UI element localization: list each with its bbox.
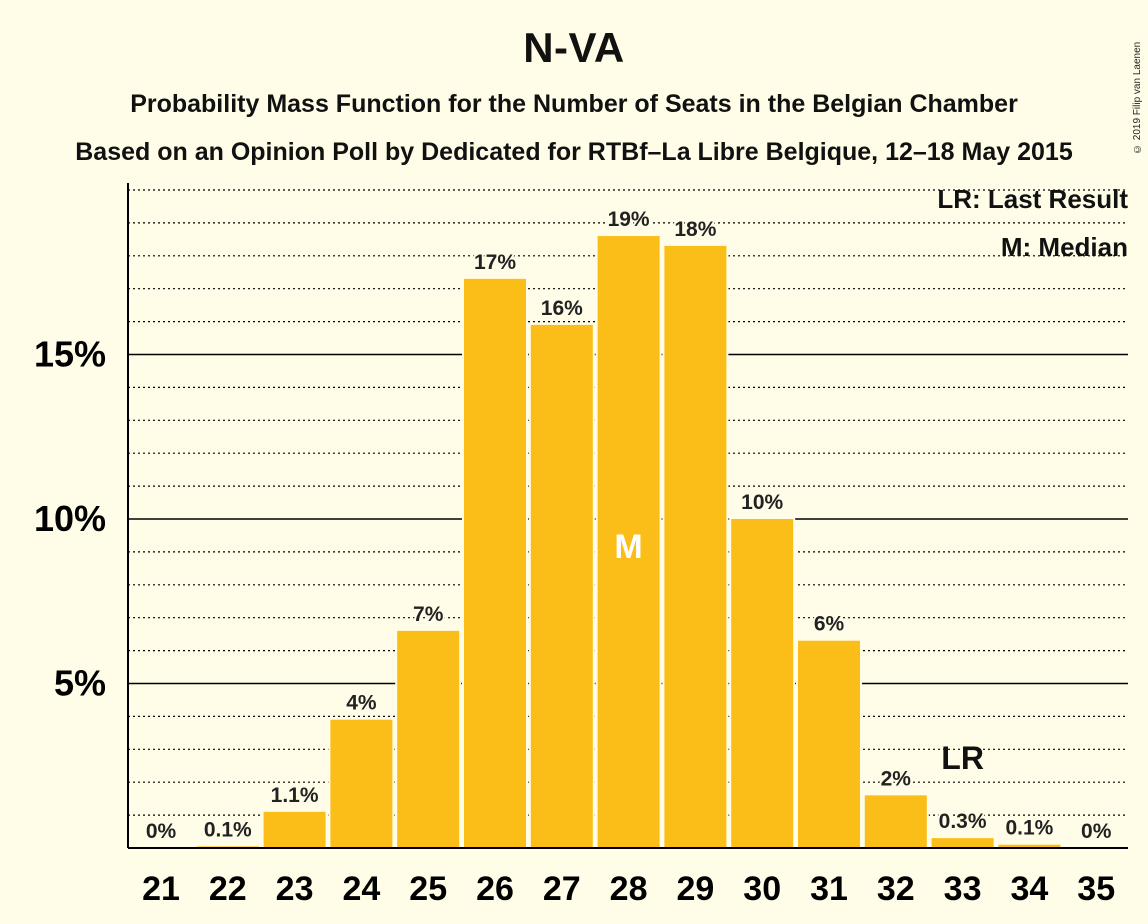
labels-layer: 5% 10% 15% 21 22 23 24 25 26 27 28 29 30 31 32 33 34 35 0%… [34,206,1115,908]
bar-33 [931,838,994,848]
bar-25 [397,630,460,848]
bar-31 [798,640,860,848]
bar-27 [530,324,593,848]
bar-30 [731,519,794,848]
bar-halo [194,844,261,848]
axis-layer [127,183,1128,849]
bar-34 [998,844,1061,848]
value-label: 10% [741,491,783,514]
x-tick-label: 28 [610,870,648,908]
chart-title: N-VA [523,24,625,71]
value-label: 1.1% [271,784,319,807]
value-label: 0.1% [1005,817,1053,840]
bar-26 [464,278,526,849]
x-tick-label: 34 [1010,870,1048,908]
x-tick-label: 32 [877,870,915,908]
value-label: 0.3% [939,810,987,833]
x-tick-label: 30 [743,870,781,908]
x-tick-label: 35 [1077,870,1115,908]
x-tick-label: 27 [543,870,581,908]
last-result-marker: LR [941,740,984,776]
value-label: 18% [674,218,716,241]
legend-last-result: LR: Last Result [937,184,1128,214]
value-label: 0.1% [204,818,252,841]
chart-subtitle-1: Probability Mass Function for the Number… [130,90,1018,118]
bar-29 [664,245,727,848]
value-label: 0% [146,820,177,843]
x-tick-label: 23 [276,870,314,908]
x-tick-label: 22 [209,870,247,908]
value-label: 7% [413,603,444,626]
bars-layer [194,234,1063,849]
value-label: 16% [541,297,583,320]
median-marker: M [614,528,642,566]
x-tick-label: 21 [142,870,180,908]
value-label: 17% [474,251,516,274]
x-tick-label: 24 [342,870,380,908]
value-label: 6% [814,613,845,636]
x-tick-label: 26 [476,870,514,908]
value-label: 2% [881,767,912,790]
y-tick-label: 10% [34,498,106,539]
bar-28 [597,236,660,848]
x-tick-label: 31 [810,870,848,908]
x-tick-label: 33 [944,870,982,908]
value-label: 19% [608,208,650,231]
x-tick-label: 25 [409,870,447,908]
bar-24 [330,719,393,848]
y-tick-label: 5% [54,663,106,704]
bar-23 [263,811,326,848]
chart-subtitle-2: Based on an Opinion Poll by Dedicated fo… [75,138,1073,166]
value-label: 0% [1081,820,1112,843]
x-tick-label: 29 [676,870,714,908]
y-tick-label: 15% [34,334,106,375]
value-label: 4% [346,692,377,715]
bar-32 [864,795,927,848]
legend-median: M: Median [1000,232,1128,262]
